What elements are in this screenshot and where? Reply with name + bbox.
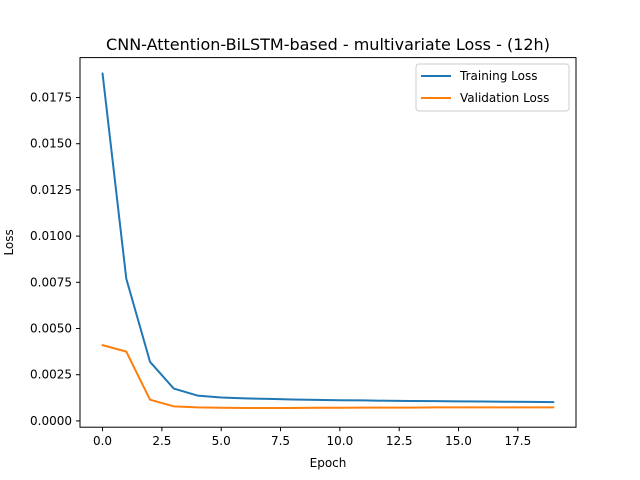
y-tick-label: 0.0050 bbox=[30, 322, 72, 336]
y-tick-label: 0.0025 bbox=[30, 368, 72, 382]
x-tick-label: 10.0 bbox=[327, 434, 354, 448]
y-tick-label: 0.0000 bbox=[30, 414, 72, 428]
x-tick-label: 0.0 bbox=[93, 434, 112, 448]
series-line-training-loss bbox=[101, 72, 555, 404]
legend-box bbox=[415, 63, 570, 112]
x-tick-label: 15.0 bbox=[445, 434, 472, 448]
x-tick-label: 12.5 bbox=[386, 434, 413, 448]
y-tick-label: 0.0150 bbox=[30, 137, 72, 151]
y-axis-label: Loss bbox=[2, 229, 16, 255]
plot-frame bbox=[79, 57, 577, 428]
x-tick-label: 17.5 bbox=[504, 434, 531, 448]
x-axis-label: Epoch bbox=[310, 456, 347, 470]
legend: Training Loss Validation Loss bbox=[415, 63, 570, 112]
chart-title: CNN-Attention-BiLSTM-based - multivariat… bbox=[106, 35, 550, 54]
y-tick-label: 0.0175 bbox=[30, 91, 72, 105]
series-layer bbox=[101, 72, 555, 409]
legend-label-validation-loss: Validation Loss bbox=[460, 91, 549, 105]
y-tick-label: 0.0125 bbox=[30, 183, 72, 197]
y-tick-label: 0.0100 bbox=[30, 229, 72, 243]
y-tick-label: 0.0075 bbox=[30, 275, 72, 289]
x-tick-label: 7.5 bbox=[271, 434, 290, 448]
y-axis: 0.0000 0.0025 0.0050 0.0075 0.0100 0.0125 0.01… bbox=[30, 91, 80, 428]
legend-label-training-loss: Training Loss bbox=[459, 69, 537, 83]
series-line-validation-loss bbox=[101, 344, 555, 409]
x-tick-label: 5.0 bbox=[212, 434, 231, 448]
x-tick-label: 2.5 bbox=[152, 434, 171, 448]
x-axis: 0.0 2.5 5.0 7.5 10.0 12.5 15.0 17.5 bbox=[93, 427, 531, 448]
